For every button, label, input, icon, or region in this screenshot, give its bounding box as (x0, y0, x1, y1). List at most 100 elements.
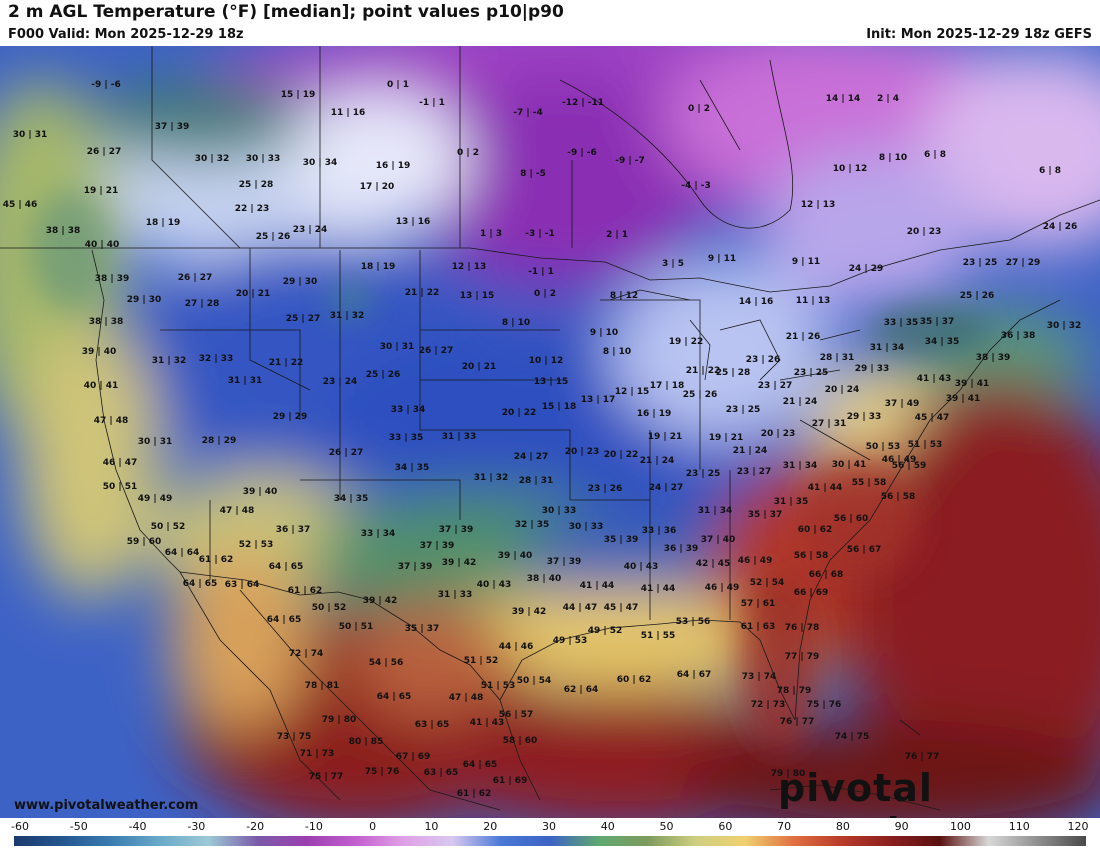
point-value-label: 12 | 13 (801, 200, 836, 210)
point-value-label: 25 | 26 (366, 370, 401, 380)
point-value-label: 37 | 40 (701, 535, 736, 545)
hudson-bay (559, 59, 794, 229)
point-value-label: 9 | 10 (590, 328, 618, 338)
point-value-label: 64 | 65 (183, 579, 218, 589)
point-value-label: 20 | 24 (825, 385, 860, 395)
point-value-label: 6 | 8 (1039, 166, 1061, 176)
point-value-label: 45 | 46 (3, 200, 38, 210)
point-value-label: 72 | 73 (751, 700, 786, 710)
point-value-label: 56 | 67 (847, 545, 882, 555)
point-value-label: 66 | 68 (809, 570, 844, 580)
point-value-label: 49 | 49 (138, 494, 173, 504)
point-value-label: 25 | 26 (683, 390, 718, 400)
point-value-label: 60 | 62 (617, 675, 652, 685)
point-value-label: 23 | 24 (323, 377, 358, 387)
point-value-label: 21 | 24 (783, 397, 818, 407)
point-value-label: 58 | 60 (503, 736, 538, 746)
point-value-label: 30 | 33 (542, 506, 577, 516)
point-value-label: 40 | 43 (477, 580, 512, 590)
point-value-label: 30 | 31 (380, 342, 415, 352)
point-value-label: -9 | -6 (91, 80, 121, 90)
us-mexico-border (179, 571, 501, 701)
point-value-label: -9 | -6 (567, 148, 597, 158)
point-value-label: 33 | 36 (642, 526, 677, 536)
point-value-label: 52 | 53 (239, 540, 274, 550)
point-value-label: 13 | 15 (534, 377, 569, 387)
point-value-label: 38 | 39 (95, 274, 130, 284)
colorbar-tick-label: 90 (894, 820, 909, 833)
point-value-label: -3 | -1 (525, 229, 555, 239)
colorbar-tick-label: 0 (369, 820, 377, 833)
point-value-label: 3 | 5 (662, 259, 684, 269)
init-time: Init: Mon 2025-12-29 18z GEFS (866, 27, 1092, 42)
point-value-label: 20 | 21 (462, 362, 497, 372)
point-value-label: 46 | 47 (103, 458, 138, 468)
colorbar-tick-label: -40 (128, 820, 147, 833)
mexico-coast (179, 571, 541, 811)
point-value-label: 40 | 41 (84, 381, 119, 391)
colorbar-gradient (14, 836, 1086, 846)
point-value-label: 6 | 8 (924, 150, 946, 160)
point-values: -9 | -6 0 | 1 15 | 19 -1 | 1 -7 | -4 -12 | -1… (3, 80, 1082, 799)
point-value-label: 54 | 56 (369, 658, 404, 668)
point-value-label: 41 | 44 (580, 581, 615, 591)
point-value-label: 22 | 23 (235, 204, 270, 214)
point-value-label: 75 | 76 (365, 767, 400, 777)
colorbar-tick-label: 100 (949, 820, 971, 833)
point-value-label: 30 | 33 (246, 154, 281, 164)
point-value-label: 61 | 62 (288, 586, 323, 596)
point-value-label: 36 | 38 (1001, 331, 1036, 341)
point-value-label: 76 | 78 (785, 623, 820, 633)
point-value-label: 31 | 33 (438, 590, 473, 600)
point-value-label: 29 | 33 (847, 412, 882, 422)
point-value-label: 38 | 38 (89, 317, 124, 327)
point-value-label: 16 | 19 (376, 161, 411, 171)
point-value-label: 35 | 37 (405, 624, 440, 634)
point-value-label: 11 | 13 (796, 296, 831, 306)
point-value-label: 17 | 18 (650, 381, 685, 391)
point-value-label: 31 | 32 (152, 356, 187, 366)
map-title: 2 m AGL Temperature (°F) [median]; point… (8, 2, 564, 22)
point-value-label: 30 | 31 (138, 437, 173, 447)
colorbar-ticks: -60 -50 -40 -30 -20 -10 0 10 20 30 40 50 60 70 80 90 100… (0, 820, 1100, 834)
colorbar-tick-label: -10 (304, 820, 323, 833)
colorbar-tick-label: -50 (69, 820, 88, 833)
point-value-label: 33 | 34 (361, 529, 396, 539)
point-value-label: 39 | 42 (512, 607, 547, 617)
point-value-label: 37 | 49 (885, 399, 920, 409)
header: 2 m AGL Temperature (°F) [median]; point… (0, 0, 1100, 46)
point-value-label: 34 | 35 (334, 494, 369, 504)
west-coast (91, 249, 181, 573)
point-value-label: 23 | 24 (293, 225, 328, 235)
point-value-label: 1 | 3 (480, 229, 502, 239)
website-url[interactable]: www.pivotalweather.com (14, 798, 199, 813)
point-value-label: 23 | 27 (737, 467, 772, 477)
point-value-label: 35 | 37 (920, 317, 955, 327)
point-value-label: 61 | 63 (741, 622, 776, 632)
point-value-label: 23 | 26 (746, 355, 781, 365)
point-value-label: 10 | 12 (529, 356, 564, 366)
point-value-label: 14 | 14 (826, 94, 861, 104)
point-value-label: 28 | 31 (820, 353, 855, 363)
point-value-label: 74 | 75 (835, 732, 870, 742)
point-value-label: 28 | 29 (202, 436, 237, 446)
point-value-label: 40 | 40 (85, 240, 120, 250)
point-value-label: 31 | 33 (442, 432, 477, 442)
point-value-label: 21 | 24 (640, 456, 675, 466)
point-value-label: 30 | 32 (195, 154, 230, 164)
point-value-label: 61 | 62 (457, 789, 492, 799)
point-value-label: 39 | 40 (498, 551, 533, 561)
point-value-label: 59 | 60 (127, 537, 162, 547)
map-svg: -9 | -6 0 | 1 15 | 19 -1 | 1 -7 | -4 -12 | -1… (0, 46, 1100, 818)
point-value-label: 23 | 25 (794, 368, 829, 378)
point-value-label: 56 | 58 (881, 492, 916, 502)
point-value-label: 25 | 28 (239, 180, 274, 190)
point-value-label: 0 | 2 (534, 289, 556, 299)
point-value-label: -12 | -11 (562, 98, 604, 108)
point-value-label: 25 | 28 (716, 368, 751, 378)
point-value-label: 38 | 38 (46, 226, 81, 236)
point-value-label: 47 | 48 (220, 506, 255, 516)
point-value-label: 46 | 49 (882, 455, 917, 465)
point-value-label: 37 | 39 (439, 525, 474, 535)
temperature-map[interactable]: -9 | -6 0 | 1 15 | 19 -1 | 1 -7 | -4 -12 | -1… (0, 46, 1100, 818)
